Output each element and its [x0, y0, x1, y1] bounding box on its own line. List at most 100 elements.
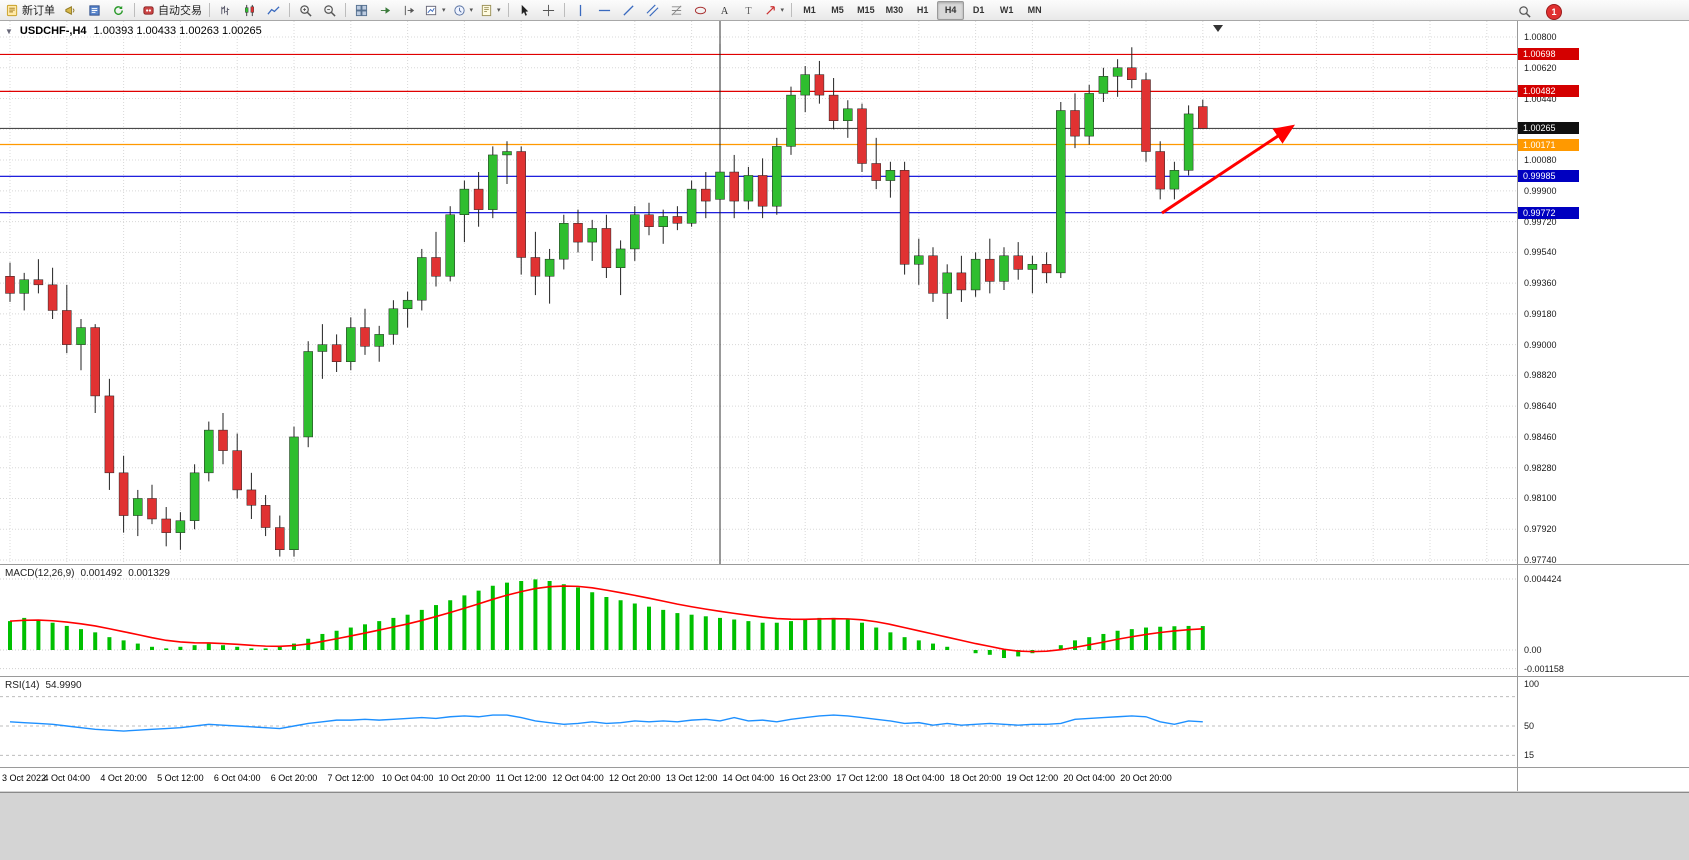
text-button[interactable]: A	[713, 1, 736, 20]
scale-label: 0.00	[1524, 645, 1542, 655]
search-icon	[1518, 5, 1531, 18]
trendline-button[interactable]	[617, 1, 640, 20]
chart-window[interactable]: ▼ USDCHF-,H4 1.00393 1.00433 1.00263 1.0…	[0, 21, 1689, 791]
time-axis-label: 10 Oct 04:00	[381, 773, 434, 783]
new-order-button-label: 新订单	[22, 5, 55, 17]
time-axis-label: 11 Oct 12:00	[495, 773, 547, 783]
macd-signal-value: 0.001329	[128, 568, 170, 579]
timeframe-button-m1[interactable]: M1	[803, 5, 816, 15]
rsi-value: 54.9990	[45, 680, 82, 691]
autotrade-icon	[142, 4, 155, 17]
price-line-badge: 1.00265	[1518, 122, 1579, 135]
arrows-button[interactable]: ▾	[761, 1, 788, 20]
editor-button[interactable]	[83, 1, 106, 20]
scale-label: -0.001158	[1524, 663, 1564, 674]
time-axis-label: 12 Oct 20:00	[609, 773, 661, 783]
macd-name: MACD(12,26,9)	[5, 568, 75, 579]
notification-badge[interactable]: 1	[1546, 3, 1562, 20]
bar-chart-button[interactable]	[214, 1, 237, 20]
timeframe-button-m15[interactable]: M15	[857, 5, 875, 15]
scale-label: 0.99900	[1524, 185, 1557, 196]
hline-icon	[598, 4, 611, 17]
zoom-in-icon	[299, 4, 312, 17]
new-chart-icon	[425, 4, 438, 17]
refresh-button[interactable]	[107, 1, 130, 20]
price-line-badge: 1.00171	[1518, 138, 1579, 151]
fibo-icon	[670, 4, 683, 17]
editor-icon	[88, 4, 101, 17]
scale-label: 0.98100	[1524, 493, 1557, 504]
new-chart-button[interactable]: ▾	[422, 1, 449, 20]
crosshair-button[interactable]	[537, 1, 560, 20]
vline-icon	[574, 4, 587, 17]
channel-button[interactable]	[641, 1, 664, 20]
chart-shift-button[interactable]	[398, 1, 421, 20]
timeframe-button-d1[interactable]: D1	[972, 5, 985, 15]
time-axis-label: 12 Oct 04:00	[552, 773, 604, 783]
price-line-badge: 0.99772	[1518, 206, 1579, 219]
timeframe-button-m5[interactable]: M5	[831, 5, 844, 15]
timeframe-button-h4[interactable]: H4	[937, 0, 965, 20]
scale-label: 0.98280	[1524, 462, 1557, 473]
vertical-line-button[interactable]	[569, 1, 592, 20]
alerts-button[interactable]	[59, 1, 82, 20]
scale-label: 1.00440	[1524, 93, 1557, 104]
shapes-button[interactable]	[689, 1, 712, 20]
candlestick-icon	[243, 4, 256, 17]
price-chart-canvas[interactable]	[0, 21, 1517, 564]
toolbar-separator	[507, 3, 509, 17]
cursor-button[interactable]	[513, 1, 536, 20]
time-axis-label: 14 Oct 04:00	[722, 773, 775, 783]
time-axis-label: 6 Oct 20:00	[270, 773, 318, 783]
scale-label: 0.99720	[1524, 216, 1557, 227]
scale-label: 0.99540	[1524, 247, 1557, 258]
panel-separator-rsi[interactable]	[0, 676, 1689, 677]
svg-text:T: T	[745, 6, 752, 17]
timeframe-button-m30[interactable]: M30	[885, 5, 904, 15]
macd-panel-canvas[interactable]	[0, 566, 1517, 676]
new-order-button[interactable]: 新订单	[3, 1, 58, 20]
time-axis-separator	[0, 767, 1689, 768]
channel-icon	[646, 4, 659, 17]
time-axis[interactable]: 3 Oct 2022 4 Oct 04:00 4 Oct 20:00 5 Oct 12…	[0, 768, 1517, 791]
zoom-out-button[interactable]	[318, 1, 341, 20]
tile-windows-button[interactable]	[350, 1, 373, 20]
scale-label: 100	[1524, 679, 1540, 689]
horizontal-line-button[interactable]	[593, 1, 616, 20]
line-chart-icon	[267, 4, 280, 17]
scale-label: 1.00620	[1524, 62, 1557, 73]
templates-button[interactable]: ▾	[477, 1, 504, 20]
autotrade-button[interactable]: 自动交易	[139, 1, 205, 20]
timeframe-button-w1[interactable]: W1	[999, 5, 1014, 15]
rsi-name: RSI(14)	[5, 680, 40, 691]
chevron-down-icon: ▾	[469, 7, 474, 14]
price-line-badge: 1.00698	[1518, 48, 1579, 61]
periods-button[interactable]: ▾	[450, 1, 477, 20]
one-click-trading-toggle[interactable]: ▼	[5, 26, 13, 36]
toolbar-right-group: 1	[1513, 2, 1562, 21]
fibonacci-button[interactable]	[665, 1, 688, 20]
main-toolbar: 新订单 自动交易 ▾ ▾ ▾ A T ▾ M1 M5 M15 M30 H1 H4 D1 W1 MN 1	[0, 0, 1689, 21]
chart-symbol-info: ▼ USDCHF-,H4 1.00393 1.00433 1.00263 1.0…	[5, 25, 262, 37]
line-chart-button[interactable]	[262, 1, 285, 20]
search-button[interactable]	[1513, 2, 1536, 21]
price-scale[interactable]: 1.008001.006201.004401.002601.000800.999…	[1518, 21, 1689, 791]
time-axis-label: 4 Oct 20:00	[100, 773, 147, 783]
zoom-in-button[interactable]	[294, 1, 317, 20]
rsi-panel-canvas[interactable]	[0, 678, 1517, 767]
chevron-down-icon: ▾	[780, 7, 785, 14]
svg-text:A: A	[720, 6, 728, 17]
timeframe-button-h1[interactable]: H1	[916, 5, 929, 15]
scale-label: 0.99000	[1524, 339, 1557, 350]
toolbar-separator	[134, 3, 135, 17]
auto-scroll-button[interactable]	[374, 1, 397, 20]
scale-label: 0.004424	[1524, 573, 1562, 584]
arrow-tool-icon	[764, 4, 777, 17]
candlestick-chart-button[interactable]	[238, 1, 261, 20]
timeframe-button-mn[interactable]: MN	[1027, 5, 1042, 15]
label-button[interactable]: T	[737, 1, 760, 20]
toolbar-separator	[791, 3, 793, 17]
scale-label: 1.00800	[1524, 32, 1557, 42]
panel-separator-macd[interactable]	[0, 564, 1689, 565]
label-icon: T	[742, 4, 755, 17]
